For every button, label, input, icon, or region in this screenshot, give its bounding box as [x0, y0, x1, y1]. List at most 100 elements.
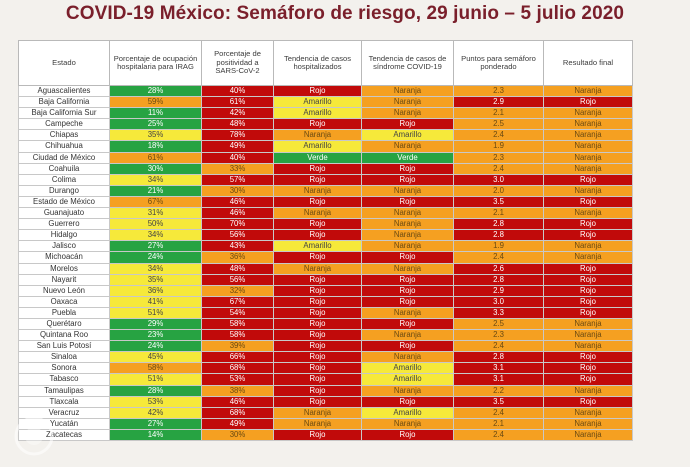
table-row: Yucatán 27% 49% Naranja Naranja 2.1 Naranja [18, 417, 633, 430]
table-row: Tlaxcala 53% 46% Rojo Rojo 3.5 Rojo [18, 395, 633, 408]
puntos-cell: 1.9 [453, 240, 544, 253]
header-estado: Estado [18, 40, 110, 86]
sindrome-cell: Amarillo [361, 373, 454, 386]
hospitalizados-cell: Rojo [273, 351, 362, 364]
table-row: Ciudad de México 61% 40% Verde Verde 2.3 Naran… [18, 151, 633, 164]
ocupacion-cell: 42% [109, 406, 202, 419]
resultado-cell: Naranja [543, 118, 633, 131]
resultado-cell: Naranja [543, 207, 633, 220]
puntos-cell: 2.4 [453, 340, 544, 353]
estado-cell: Nayarit [18, 273, 110, 286]
ocupacion-cell: 51% [109, 306, 202, 319]
estado-cell: Oaxaca [18, 295, 110, 308]
resultado-cell: Naranja [543, 417, 633, 430]
ocupacion-cell: 29% [109, 317, 202, 331]
ocupacion-cell: 36% [109, 284, 202, 297]
puntos-cell: 3.0 [453, 173, 544, 186]
sindrome-cell: Naranja [361, 384, 454, 397]
estado-cell: Baja California [18, 96, 110, 109]
hospitalizados-cell: Rojo [273, 229, 362, 242]
estado-cell: Campeche [18, 118, 110, 131]
estado-cell: Sonora [18, 362, 110, 375]
resultado-cell: Naranja [543, 140, 633, 153]
table-row: Baja California Sur 11% 42% Amarillo Naranja… [18, 107, 633, 120]
sindrome-cell: Rojo [361, 295, 454, 308]
resultado-cell: Rojo [543, 262, 633, 275]
positividad-cell: 56% [201, 229, 274, 242]
sindrome-cell: Naranja [361, 140, 454, 153]
puntos-cell: 2.3 [453, 151, 544, 164]
table-row: Hidalgo 34% 56% Rojo Naranja 2.8 Rojo [18, 229, 633, 242]
puntos-cell: 3.5 [453, 395, 544, 408]
header-resultado: Resultado final [543, 40, 633, 86]
estado-cell: Coahuila [18, 162, 110, 175]
positividad-cell: 30% [201, 184, 274, 197]
resultado-cell: Rojo [543, 173, 633, 186]
puntos-cell: 2.9 [453, 284, 544, 297]
table-row: Nuevo León 36% 32% Rojo Rojo 2.9 Rojo [18, 284, 633, 297]
table-header: Estado Porcentaje de ocupación hospitala… [18, 40, 633, 86]
table-row: Coahuila 30% 33% Rojo Rojo 2.4 Naranja [18, 162, 633, 175]
ocupacion-cell: 27% [109, 417, 202, 430]
hospitalizados-cell: Rojo [273, 162, 362, 175]
puntos-cell: 2.3 [453, 84, 544, 98]
positividad-cell: 49% [201, 140, 274, 153]
positividad-cell: 49% [201, 417, 274, 430]
sindrome-cell: Rojo [361, 162, 454, 175]
ocupacion-cell: 51% [109, 373, 202, 386]
resultado-cell: Rojo [543, 395, 633, 408]
positividad-cell: 39% [201, 340, 274, 353]
puntos-cell: 2.8 [453, 351, 544, 364]
sindrome-cell: Naranja [361, 96, 454, 109]
table-row: Morelos 34% 48% Naranja Naranja 2.6 Rojo [18, 262, 633, 275]
sindrome-cell: Rojo [361, 195, 454, 209]
ocupacion-cell: 34% [109, 173, 202, 186]
sindrome-cell: Naranja [361, 107, 454, 120]
sindrome-cell: Naranja [361, 207, 454, 220]
sindrome-cell: Naranja [361, 417, 454, 430]
ocupacion-cell: 24% [109, 340, 202, 353]
resultado-cell: Naranja [543, 329, 633, 342]
resultado-cell: Rojo [543, 295, 633, 308]
positividad-cell: 66% [201, 351, 274, 364]
sindrome-cell: Amarillo [361, 129, 454, 142]
table-row: Quintana Roo 23% 58% Rojo Naranja 2.3 Naranja [18, 329, 633, 342]
ocupacion-cell: 45% [109, 351, 202, 364]
puntos-cell: 2.8 [453, 273, 544, 286]
resultado-cell: Rojo [543, 195, 633, 209]
positividad-cell: 78% [201, 129, 274, 142]
sindrome-cell: Naranja [361, 262, 454, 275]
positividad-cell: 53% [201, 373, 274, 386]
resultado-cell: Naranja [543, 162, 633, 175]
ocupacion-cell: 18% [109, 140, 202, 153]
ocupacion-cell: 59% [109, 96, 202, 109]
resultado-cell: Rojo [543, 373, 633, 386]
positividad-cell: 40% [201, 151, 274, 164]
hospitalizados-cell: Naranja [273, 262, 362, 275]
positividad-cell: 46% [201, 195, 274, 209]
table-row: Baja California 59% 61% Amarillo Naranja 2.9 R… [18, 96, 633, 109]
hospitalizados-cell: Rojo [273, 118, 362, 131]
estado-cell: Chihuahua [18, 140, 110, 153]
resultado-cell: Naranja [543, 384, 633, 397]
puntos-cell: 3.0 [453, 295, 544, 308]
header-puntos: Puntos para semáforo ponderado [453, 40, 544, 86]
sindrome-cell: Amarillo [361, 406, 454, 419]
sindrome-cell: Rojo [361, 428, 454, 442]
table-row: Guanajuato 31% 46% Naranja Naranja 2.1 Naranja [18, 207, 633, 220]
table-row: Zacatecas 14% 30% Rojo Rojo 2.4 Naranja [18, 428, 633, 442]
hospitalizados-cell: Rojo [273, 428, 362, 442]
puntos-cell: 3.5 [453, 195, 544, 209]
hospitalizados-cell: Naranja [273, 129, 362, 142]
hospitalizados-cell: Amarillo [273, 240, 362, 253]
table-row: Jalisco 27% 43% Amarillo Naranja 1.9 Naranja [18, 240, 633, 253]
hospitalizados-cell: Rojo [273, 340, 362, 353]
hospitalizados-cell: Rojo [273, 284, 362, 297]
positividad-cell: 67% [201, 295, 274, 308]
positividad-cell: 68% [201, 362, 274, 375]
puntos-cell: 2.5 [453, 118, 544, 131]
estado-cell: Puebla [18, 306, 110, 319]
positividad-cell: 61% [201, 96, 274, 109]
ocupacion-cell: 58% [109, 362, 202, 375]
estado-cell: Ciudad de México [18, 151, 110, 164]
